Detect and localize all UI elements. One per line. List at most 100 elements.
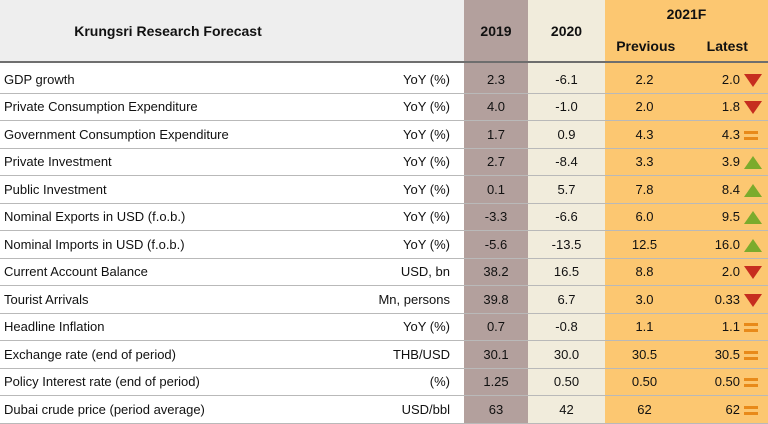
value-2019-cell: -3.3 (464, 203, 528, 231)
unit-cell: USD, bn (346, 258, 464, 286)
equal-sign-icon (744, 377, 758, 388)
value-latest-cell: 1.1 (684, 313, 744, 341)
table-row: Policy Interest rate (end of period) (%) 1… (0, 368, 768, 396)
unit-cell: YoY (%) (346, 203, 464, 231)
down-triangle-icon (744, 73, 762, 87)
unit-cell: YoY (%) (346, 230, 464, 259)
trend-cell (744, 175, 768, 204)
table-title: Krungsri Research Forecast (0, 0, 346, 62)
value-2020-cell: 42 (528, 395, 605, 424)
header-2019: 2019 (464, 0, 528, 62)
value-2020-cell: -13.5 (528, 230, 605, 259)
indicator-cell: Policy Interest rate (end of period) (0, 368, 346, 396)
header-divider (0, 61, 768, 66)
value-previous-cell: 62 (605, 395, 684, 424)
value-2020-cell: 0.9 (528, 120, 605, 149)
unit-cell: YoY (%) (346, 175, 464, 204)
value-latest-cell: 3.9 (684, 148, 744, 176)
value-previous-cell: 3.3 (605, 148, 684, 176)
value-2020-cell: -1.0 (528, 93, 605, 121)
trend-cell (744, 285, 768, 314)
value-previous-cell: 6.0 (605, 203, 684, 231)
value-previous-cell: 0.50 (605, 368, 684, 396)
equal-sign-icon (744, 405, 758, 416)
unit-cell: USD/bbl (346, 395, 464, 424)
unit-cell: Mn, persons (346, 285, 464, 314)
value-2020-cell: 0.50 (528, 368, 605, 396)
value-previous-cell: 8.8 (605, 258, 684, 286)
value-2019-cell: 63 (464, 395, 528, 424)
value-previous-cell: 3.0 (605, 285, 684, 314)
indicator-cell: Dubai crude price (period average) (0, 395, 346, 424)
indicator-cell: Nominal Exports in USD (f.o.b.) (0, 203, 346, 231)
unit-cell: (%) (346, 368, 464, 396)
value-2020-cell: 16.5 (528, 258, 605, 286)
value-previous-cell: 2.0 (605, 93, 684, 121)
value-2019-cell: 0.7 (464, 313, 528, 341)
indicator-cell: Government Consumption Expenditure (0, 120, 346, 149)
value-2019-cell: 38.2 (464, 258, 528, 286)
table-row: Tourist Arrivals Mn, persons 39.8 6.7 3.0 0.3… (0, 285, 768, 314)
up-triangle-icon (744, 211, 762, 225)
indicator-cell: Headline Inflation (0, 313, 346, 341)
unit-header (346, 0, 464, 62)
value-2019-cell: 30.1 (464, 340, 528, 369)
down-triangle-icon (744, 101, 762, 115)
value-previous-cell: 7.8 (605, 175, 684, 204)
value-2019-cell: 1.25 (464, 368, 528, 396)
trend-cell (744, 395, 768, 424)
value-latest-cell: 62 (684, 395, 744, 424)
value-previous-cell: 4.3 (605, 120, 684, 149)
unit-cell: YoY (%) (346, 313, 464, 341)
trend-cell (744, 93, 768, 121)
value-latest-cell: 9.5 (684, 203, 744, 231)
value-2019-cell: 39.8 (464, 285, 528, 314)
value-2019-cell: 1.7 (464, 120, 528, 149)
indicator-cell: Private Consumption Expenditure (0, 93, 346, 121)
header-row: Krungsri Research Forecast 2019 2020 202… (0, 0, 768, 62)
unit-cell: YoY (%) (346, 93, 464, 121)
value-2019-cell: 2.3 (464, 66, 528, 94)
up-triangle-icon (744, 183, 762, 197)
trend-cell (744, 368, 768, 396)
value-latest-cell: 1.8 (684, 93, 744, 121)
value-latest-cell: 0.33 (684, 285, 744, 314)
down-triangle-icon (744, 266, 762, 280)
value-latest-cell: 2.0 (684, 258, 744, 286)
value-2020-cell: -6.1 (528, 66, 605, 94)
value-latest-cell: 0.50 (684, 368, 744, 396)
table-row: Private Investment YoY (%) 2.7 -8.4 3.3 3.9 (0, 148, 768, 176)
trend-cell (744, 120, 768, 149)
value-previous-cell: 1.1 (605, 313, 684, 341)
unit-cell: YoY (%) (346, 66, 464, 94)
value-2020-cell: 30.0 (528, 340, 605, 369)
table-row: Exchange rate (end of period) THB/USD 30.1… (0, 340, 768, 369)
value-latest-cell: 30.5 (684, 340, 744, 369)
header-2020: 2020 (528, 0, 605, 62)
table-row: Public Investment YoY (%) 0.1 5.7 7.8 8.4 (0, 175, 768, 204)
indicator-cell: Exchange rate (end of period) (0, 340, 346, 369)
table-row: Headline Inflation YoY (%) 0.7 -0.8 1.1 1.1 (0, 313, 768, 341)
trend-cell (744, 313, 768, 341)
table-row: GDP growth YoY (%) 2.3 -6.1 2.2 2.0 (0, 66, 768, 94)
indicator-cell: Public Investment (0, 175, 346, 204)
equal-sign-icon (744, 130, 758, 141)
header-previous: Previous (616, 38, 676, 54)
value-2019-cell: 4.0 (464, 93, 528, 121)
indicator-cell: Tourist Arrivals (0, 285, 346, 314)
trend-cell (744, 230, 768, 259)
table-row: Current Account Balance USD, bn 38.2 16.5 8.… (0, 258, 768, 286)
up-triangle-icon (744, 156, 762, 170)
value-previous-cell: 2.2 (605, 66, 684, 94)
value-2020-cell: -6.6 (528, 203, 605, 231)
trend-cell (744, 258, 768, 286)
trend-cell (744, 340, 768, 369)
value-previous-cell: 12.5 (605, 230, 684, 259)
value-2020-cell: -0.8 (528, 313, 605, 341)
table-row: Government Consumption Expenditure YoY (%… (0, 120, 768, 149)
equal-sign-icon (744, 322, 758, 333)
indicator-cell: GDP growth (0, 66, 346, 94)
table-row: Private Consumption Expenditure YoY (%) 4.… (0, 93, 768, 121)
value-2020-cell: 5.7 (528, 175, 605, 204)
